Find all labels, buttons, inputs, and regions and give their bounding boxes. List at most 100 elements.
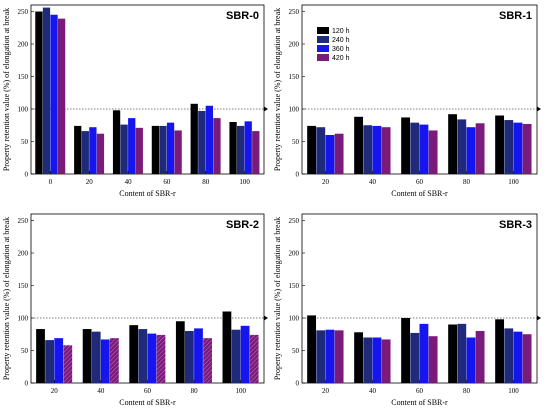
x-tick-label: 80 <box>463 178 471 186</box>
y-axis-label: Property retention value (%) of elongati… <box>273 217 282 380</box>
y-tick-label: 100 <box>18 315 29 323</box>
y-tick-label: 250 <box>289 217 300 225</box>
bar <box>448 324 458 383</box>
y-tick-label: 0 <box>25 171 29 179</box>
bar <box>229 122 237 174</box>
bar <box>112 110 121 174</box>
y-axis-label: Property retention value (%) of elongati… <box>2 217 11 380</box>
bar <box>166 122 175 174</box>
bar <box>205 105 214 174</box>
y-tick-label: 100 <box>289 106 300 114</box>
bar <box>109 338 119 383</box>
bar <box>466 127 476 174</box>
bar <box>100 339 110 383</box>
bar <box>513 331 523 383</box>
reference-arrow <box>537 106 541 112</box>
x-tick-label: 60 <box>163 178 171 186</box>
x-tick-label: 80 <box>202 178 210 186</box>
y-tick-label: 150 <box>18 282 29 290</box>
bar <box>363 337 373 383</box>
bar <box>198 110 206 174</box>
bar <box>42 7 51 174</box>
x-tick-label: 100 <box>508 387 519 395</box>
y-tick-label: 50 <box>292 347 300 355</box>
bar <box>50 14 58 174</box>
bar <box>81 131 89 174</box>
y-tick-label: 0 <box>296 380 300 388</box>
x-tick-label: 80 <box>191 387 199 395</box>
y-tick-label: 50 <box>21 347 29 355</box>
chart-legend: 120 h 240 h 360 h 420 h <box>317 27 350 62</box>
chart-panel-sbr-1: 0 50 100 150 200 250 20 40 60 80 100 SBR-1 Content o… <box>273 4 541 198</box>
plot-frame <box>30 4 265 175</box>
bar <box>428 336 438 383</box>
bar <box>495 115 505 174</box>
x-tick-label: 80 <box>463 387 471 395</box>
bar <box>307 315 317 383</box>
bar <box>522 123 532 174</box>
bar <box>159 125 167 174</box>
x-tick-label: 20 <box>322 178 330 186</box>
bar <box>475 331 485 383</box>
bar <box>203 338 212 383</box>
panel-title: SBR-0 <box>226 10 259 22</box>
bar <box>96 133 105 174</box>
bar <box>504 120 514 174</box>
bar <box>91 331 101 383</box>
legend-swatch <box>317 45 329 52</box>
bar <box>316 127 326 174</box>
bar <box>475 123 485 174</box>
bar <box>504 328 514 383</box>
x-tick-label: 60 <box>416 387 424 395</box>
bar <box>147 333 157 383</box>
y-tick-label: 200 <box>289 41 300 49</box>
x-tick-label: 40 <box>97 387 105 395</box>
bar <box>354 332 364 383</box>
bar <box>428 130 438 174</box>
bar <box>252 131 260 174</box>
bar <box>325 329 335 383</box>
bar <box>129 325 139 383</box>
y-tick-label: 250 <box>18 217 29 225</box>
x-axis-label: Content of SBR-r <box>391 189 448 198</box>
bar <box>240 325 250 383</box>
legend-entry: 420 h <box>332 55 350 62</box>
y-tick-label: 0 <box>296 171 300 179</box>
bar <box>307 125 317 174</box>
bar <box>231 329 241 383</box>
x-tick-label: 40 <box>125 178 133 186</box>
panel-title: SBR-1 <box>499 10 532 22</box>
bar <box>128 118 136 174</box>
bar <box>82 329 92 383</box>
panel-title: SBR-2 <box>226 219 259 231</box>
y-tick-label: 150 <box>289 282 300 290</box>
x-tick-label: 0 <box>49 178 53 186</box>
bar <box>401 318 411 383</box>
bar <box>381 127 391 174</box>
bar <box>63 345 73 383</box>
y-tick-label: 150 <box>18 73 29 81</box>
panel-title: SBR-3 <box>499 219 532 231</box>
x-axis-label: Content of SBR-r <box>119 398 176 407</box>
bar <box>222 311 232 383</box>
bar <box>135 127 143 174</box>
y-tick-label: 0 <box>25 380 29 388</box>
bar <box>419 124 429 174</box>
x-tick-label: 60 <box>416 178 424 186</box>
bar <box>419 323 429 383</box>
x-tick-label: 40 <box>369 387 377 395</box>
x-tick-label: 40 <box>369 178 377 186</box>
bar <box>495 319 505 383</box>
y-tick-label: 150 <box>289 73 300 81</box>
y-tick-label: 250 <box>289 8 300 16</box>
reference-arrow <box>537 315 541 321</box>
legend-swatch <box>317 27 329 34</box>
bar <box>448 114 458 174</box>
y-axis-label: Property retention value (%) of elongati… <box>2 8 11 171</box>
x-tick-label: 20 <box>51 387 59 395</box>
bar <box>185 331 194 383</box>
bar <box>334 133 344 174</box>
bar <box>410 332 420 383</box>
